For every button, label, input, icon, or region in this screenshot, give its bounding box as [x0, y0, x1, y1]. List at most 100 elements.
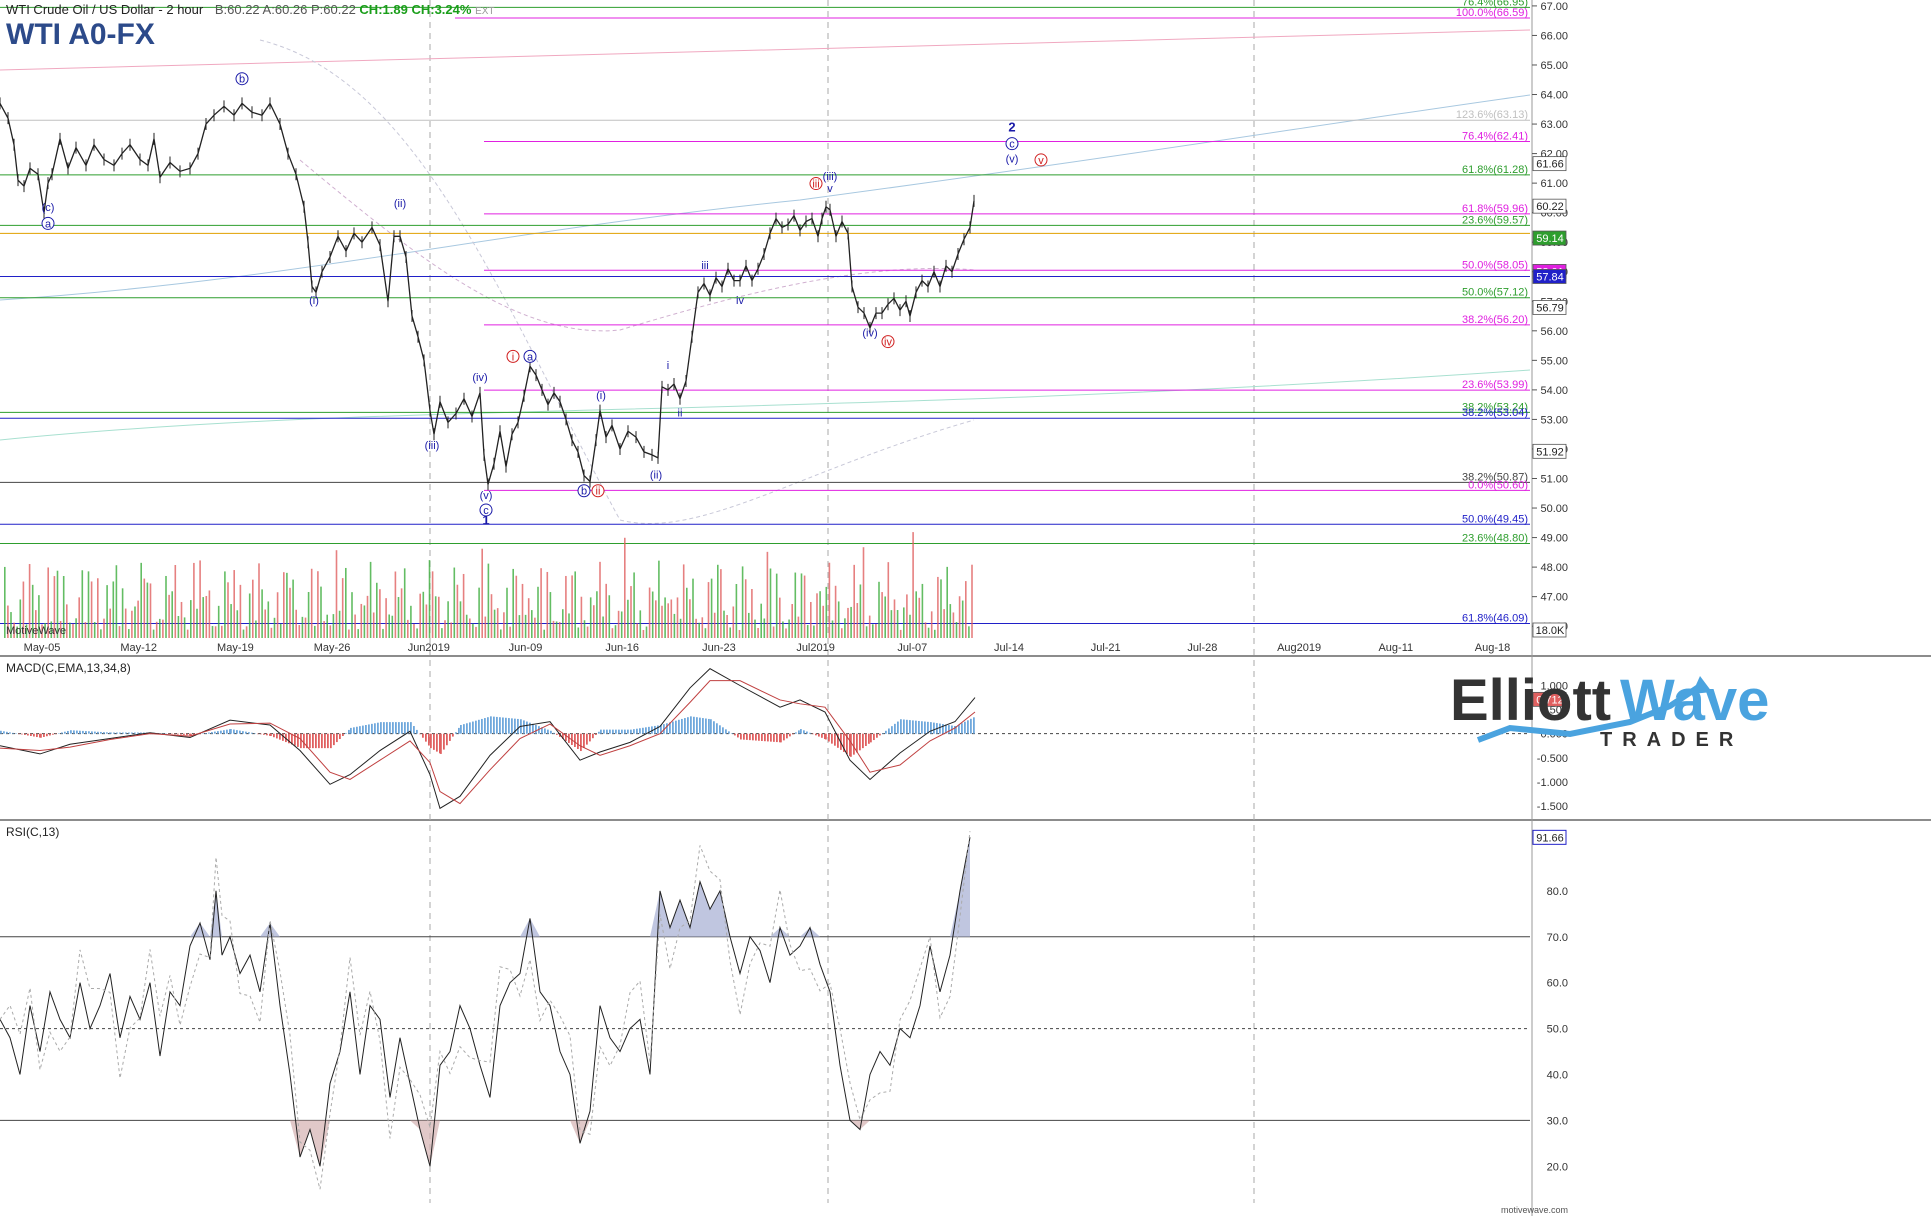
- macd-histogram-bar: [865, 733, 867, 746]
- macd-histogram-bar: [930, 722, 932, 734]
- wave-label: b: [239, 74, 245, 86]
- macd-histogram-bar: [719, 725, 721, 734]
- channel-line: [0, 369, 1531, 441]
- macd-histogram-bar: [333, 733, 335, 746]
- x-tick-label: Jul-28: [1187, 642, 1217, 654]
- volume-bar: [304, 617, 307, 638]
- macd-histogram-bar: [939, 723, 941, 734]
- macd-histogram-bar: [862, 733, 864, 749]
- volume-bar: [459, 601, 462, 638]
- volume-bar: [825, 586, 828, 638]
- macd-histogram-bar: [449, 733, 451, 741]
- macd-histogram-bar: [270, 733, 272, 736]
- macd-histogram-bar: [828, 733, 830, 742]
- macd-histogram-bar: [615, 729, 617, 734]
- rsi-y-tick-label: 50.0: [1547, 1024, 1568, 1036]
- volume-bar: [97, 578, 99, 638]
- macd-histogram-bar: [693, 716, 695, 734]
- volume-bar: [472, 623, 474, 638]
- macd-histogram-bar: [954, 726, 956, 734]
- macd-histogram-bar: [927, 721, 929, 734]
- macd-histogram-bar: [903, 719, 905, 734]
- volume-bar: [19, 599, 22, 638]
- volume-bar: [363, 605, 366, 638]
- macd-histogram-bar: [208, 732, 210, 734]
- macd-histogram-bar: [728, 731, 730, 734]
- macd-histogram-bar: [40, 733, 42, 738]
- volume-bar: [22, 581, 25, 638]
- rsi-line: [0, 837, 971, 1167]
- rsi-overbought-fill: [700, 881, 710, 937]
- volume-bar: [921, 583, 924, 638]
- volume-bar: [84, 622, 87, 638]
- macd-y-tick-label: -0.500: [1537, 753, 1568, 765]
- rsi-overbought-fill: [710, 890, 720, 937]
- macd-histogram-bar: [245, 731, 247, 734]
- volume-bar: [744, 579, 747, 638]
- wave-label: c: [1009, 139, 1015, 151]
- price-marker-box: [1532, 156, 1567, 172]
- volume-bar: [180, 601, 183, 638]
- macd-histogram-bar: [603, 729, 605, 734]
- volume-bar: [279, 623, 282, 638]
- volume-bar: [837, 601, 840, 638]
- volume-bar: [146, 582, 149, 638]
- macd-histogram-bar: [422, 733, 424, 738]
- volume-bar: [143, 578, 146, 638]
- macd-histogram-bar: [699, 717, 701, 734]
- macd-histogram-bar: [761, 733, 763, 741]
- volume-bar: [624, 537, 626, 638]
- wave-label-circle: [577, 484, 591, 498]
- volume-bar: [841, 628, 843, 638]
- macd-histogram-bar: [236, 730, 238, 734]
- macd-histogram-bar: [266, 733, 268, 736]
- macd-histogram-bar: [73, 730, 75, 734]
- macd-histogram-bar: [339, 733, 341, 740]
- volume-bar: [171, 591, 173, 638]
- macd-histogram-bar: [909, 720, 911, 734]
- macd-histogram-bar: [309, 733, 311, 749]
- volume-bar: [450, 622, 452, 638]
- macd-histogram-bar: [758, 733, 760, 741]
- volume-bar: [872, 624, 874, 638]
- macd-histogram-bar: [696, 717, 698, 734]
- macd-histogram-bar: [297, 733, 299, 747]
- volume-bar: [354, 614, 356, 638]
- volume-bar: [865, 626, 868, 638]
- wave-label: iv: [884, 337, 892, 349]
- volume-bar: [66, 604, 68, 638]
- price-marker-label: 51.92: [1536, 446, 1564, 458]
- volume-bar: [856, 603, 859, 638]
- price-marker-label: 18.0K: [1536, 625, 1565, 637]
- macd-histogram-bar: [586, 733, 588, 745]
- volume-bar: [630, 586, 632, 638]
- macd-histogram-bar: [924, 721, 926, 734]
- macd-histogram-bar: [0, 730, 2, 734]
- macd-histogram-bar: [630, 729, 632, 734]
- volume-bar: [726, 615, 728, 638]
- macd-histogram-bar: [879, 733, 881, 736]
- macd-histogram-bar: [690, 716, 692, 734]
- macd-histogram-bar: [825, 733, 827, 740]
- volume-bar: [53, 576, 56, 638]
- volume-bar: [704, 628, 707, 638]
- price-marker-box: [1532, 198, 1567, 214]
- macd-histogram-bar: [562, 733, 564, 739]
- instrument-title: WTI Crude Oil / US Dollar - 2 hour: [6, 2, 204, 17]
- volume-bar: [661, 605, 663, 638]
- macd-histogram-bar: [553, 732, 555, 734]
- macd-histogram-bar: [633, 729, 635, 734]
- macd-histogram-bar: [21, 733, 23, 735]
- macd-histogram-bar: [734, 733, 736, 736]
- macd-histogram-bar: [122, 732, 124, 734]
- macd-histogram-bar: [544, 728, 546, 734]
- volume-bar: [100, 629, 102, 638]
- macd-histogram-bar: [110, 732, 112, 734]
- macd-histogram-bar: [815, 733, 817, 736]
- volume-bar: [763, 618, 766, 638]
- macd-histogram-bar: [478, 719, 480, 734]
- macd-histogram-bar: [654, 725, 656, 734]
- fib-level-label: 76.4%(62.41): [1462, 130, 1528, 142]
- volume-bar: [121, 588, 124, 638]
